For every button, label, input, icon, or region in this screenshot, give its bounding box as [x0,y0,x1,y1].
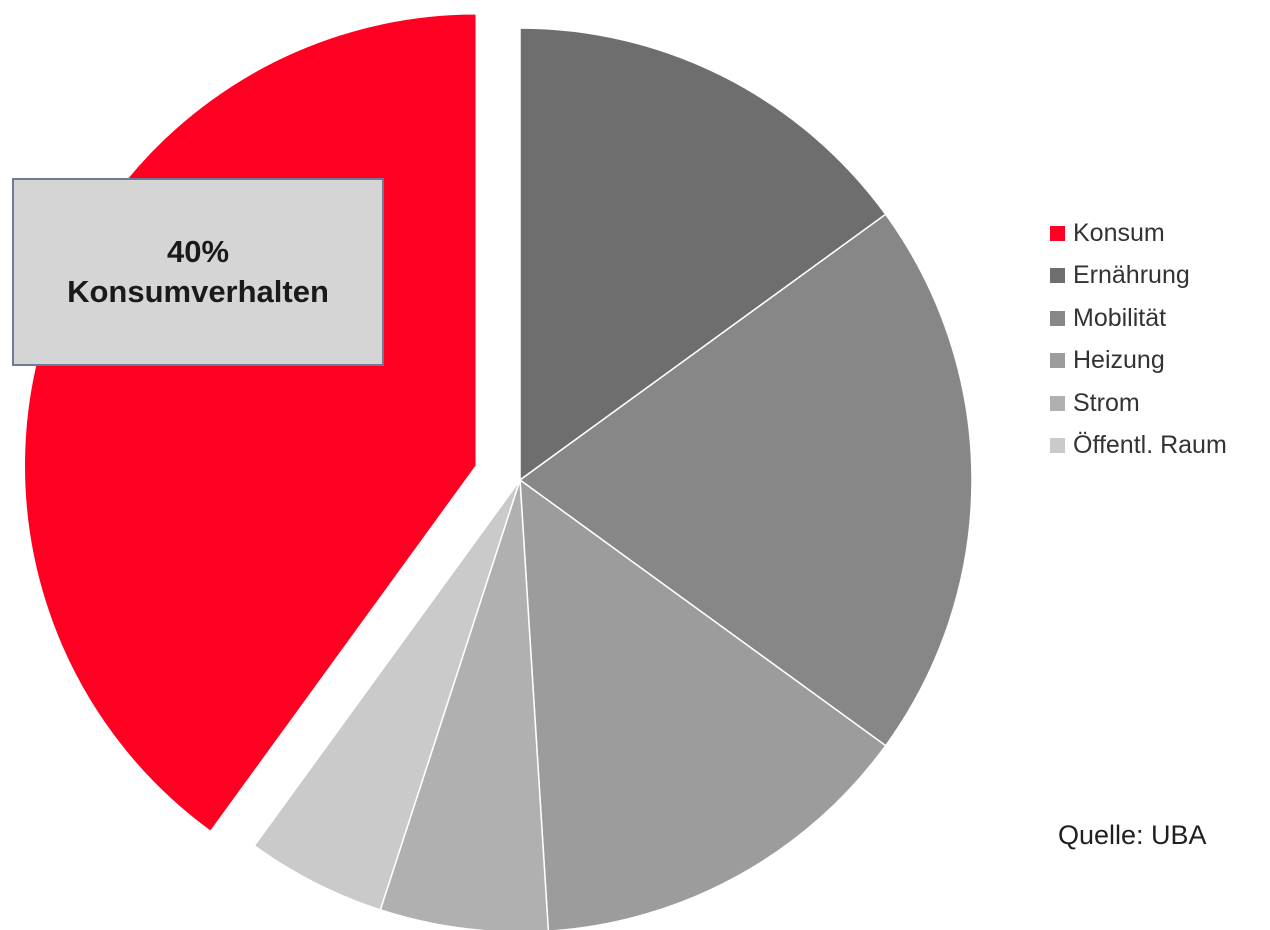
legend-item-oeffentl-raum: Öffentl. Raum [1050,425,1227,468]
legend-item-ernaehrung: Ernährung [1050,255,1227,298]
legend-item-konsum: Konsum [1050,212,1227,255]
pie-slice-mobilitaet [518,213,973,747]
source-note: Quelle: UBA [1058,820,1207,850]
legend-label: Öffentl. Raum [1073,431,1227,460]
pie-slice-oeffentl-raum [253,479,521,911]
legend-label: Ernährung [1073,261,1190,290]
legend-swatch [1050,395,1065,411]
pie-slices [23,13,973,930]
legend-label: Konsum [1073,218,1165,247]
callout-box: 40% Konsumverhalten [12,178,384,366]
callout-value: 40% [166,234,230,269]
legend-item-strom: Strom [1050,382,1227,425]
legend-item-mobilitaet: Mobilität [1050,297,1227,340]
legend-label: Heizung [1073,346,1165,375]
legend-swatch [1050,268,1065,284]
legend-swatch [1050,310,1065,326]
callout-label: Konsumverhalten [67,274,329,309]
legend-swatch [1050,438,1065,454]
legend-item-heizung: Heizung [1050,340,1227,383]
pie-slice-ernaehrung [519,27,887,482]
pie-slice-heizung [519,478,887,930]
legend-swatch [1050,225,1065,241]
legend-swatch [1050,353,1065,369]
legend-label: Mobilität [1073,303,1167,332]
pie-slice-strom [379,479,550,930]
legend-label: Strom [1073,388,1140,417]
legend: Konsum Ernährung Mobilität Heizung Strom Öffe… [1050,212,1227,467]
